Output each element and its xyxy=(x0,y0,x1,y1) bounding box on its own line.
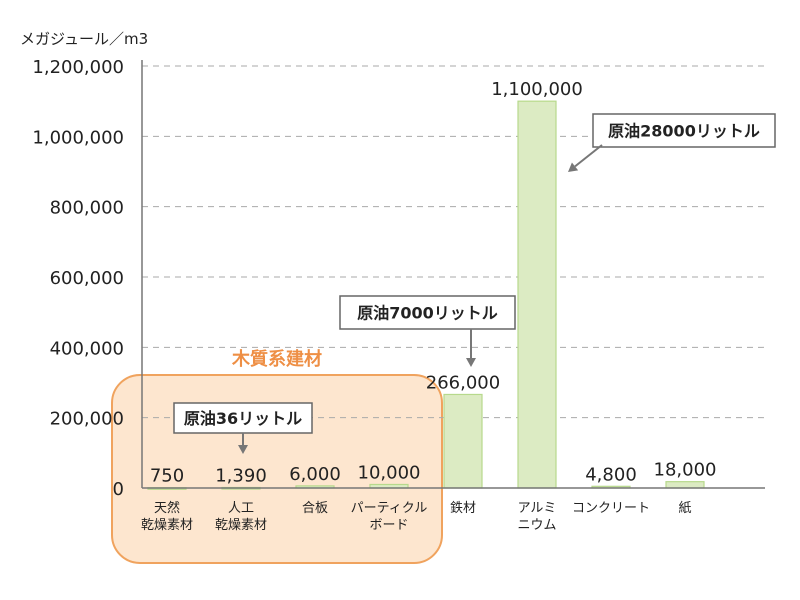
bar xyxy=(665,481,705,489)
wood-group-label: 木質系建材 xyxy=(231,348,322,370)
y-tick-label: 600,000 xyxy=(50,268,124,289)
bar-value-label: 266,000 xyxy=(426,372,500,393)
bar-value-label: 4,800 xyxy=(585,464,637,485)
bar xyxy=(517,100,557,489)
callout-box xyxy=(173,402,313,434)
bar-value-label: 1,100,000 xyxy=(491,79,583,100)
bar xyxy=(443,393,483,489)
category-label: 天然乾燥素材 xyxy=(141,500,193,533)
callout-text: 原油7000リットル xyxy=(357,304,498,323)
y-axis-unit-label: メガジュール／m3 xyxy=(20,30,149,48)
bar-value-label: 10,000 xyxy=(358,462,421,483)
category-label: 鉄材 xyxy=(450,501,476,516)
category-label: 人工乾燥素材 xyxy=(215,501,267,533)
bar-value-label: 6,000 xyxy=(289,464,341,485)
category-label: 合板 xyxy=(302,501,328,516)
bar-value-label: 1,390 xyxy=(215,466,267,487)
category-label: 紙 xyxy=(678,501,691,516)
callout-arrowhead xyxy=(238,445,248,454)
y-tick-label: 800,000 xyxy=(50,198,124,219)
callout-text: 原油28000リットル xyxy=(608,122,760,141)
callout-box xyxy=(339,295,516,330)
callout: 原油36リットル xyxy=(173,402,313,454)
callout: 原油28000リットル xyxy=(568,113,776,172)
callout: 原油7000リットル xyxy=(339,295,516,367)
category-label: パーティクルボード xyxy=(351,501,428,533)
category-label: アルミニウム xyxy=(517,501,556,533)
callout-arrowhead xyxy=(466,358,476,367)
callout-text: 原油36リットル xyxy=(184,409,302,428)
bar-value-label: 750 xyxy=(150,466,184,487)
y-tick-label: 1,000,000 xyxy=(32,127,124,148)
y-tick-label: 400,000 xyxy=(50,338,124,359)
y-tick-label: 0 xyxy=(113,479,124,500)
category-label: コンクリート xyxy=(572,501,650,516)
y-tick-label: 200,000 xyxy=(50,409,124,430)
bar-value-label: 18,000 xyxy=(654,460,717,481)
callout-arrowhead xyxy=(568,162,579,172)
callout-box xyxy=(592,113,776,148)
callout-arrow xyxy=(574,144,603,168)
y-tick-label: 1,200,000 xyxy=(32,57,124,78)
